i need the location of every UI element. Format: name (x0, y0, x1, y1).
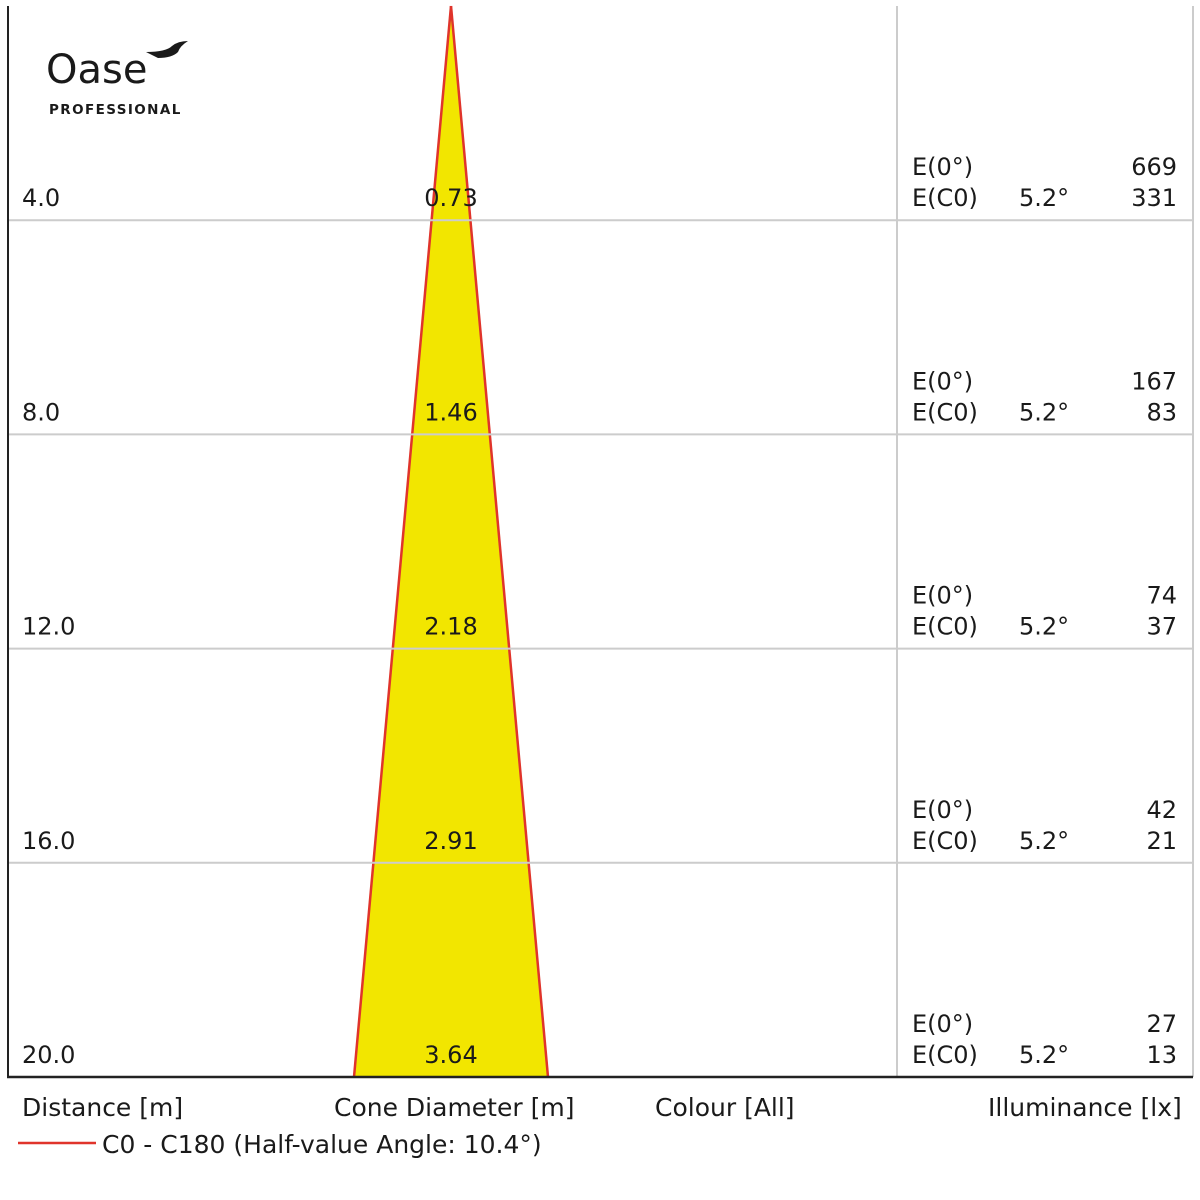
e0-label: E(0°) (912, 153, 973, 181)
e0-label: E(0°) (912, 1010, 973, 1038)
e0-label: E(0°) (912, 582, 973, 610)
ec0-value: 13 (1146, 1041, 1177, 1069)
cone-edge-right (449, 5, 550, 1078)
ec0-label: E(C0) (912, 827, 978, 855)
cone-edge-left (352, 5, 453, 1078)
cone-diameter-label: 2.91 (424, 827, 477, 855)
cone-diameter-label: 0.73 (424, 184, 477, 212)
ec0-label: E(C0) (912, 613, 978, 641)
distance-label: 12.0 (22, 613, 75, 641)
e0-label: E(0°) (912, 367, 973, 395)
distance-label: 20.0 (22, 1041, 75, 1069)
beam-cone (354, 6, 548, 1077)
col-distance-label: Distance [m] (22, 1093, 183, 1122)
ec0-angle: 5.2° (1019, 398, 1069, 426)
ec0-angle: 5.2° (1019, 1041, 1069, 1069)
ec0-angle: 5.2° (1019, 613, 1069, 641)
e0-value: 669 (1131, 153, 1177, 181)
logo-swoosh-icon (146, 41, 188, 58)
col-illuminance-label: Illuminance [lx] (988, 1093, 1182, 1122)
ec0-angle: 5.2° (1019, 827, 1069, 855)
e0-value: 74 (1146, 582, 1177, 610)
ec0-label: E(C0) (912, 184, 978, 212)
e0-value: 27 (1146, 1010, 1177, 1038)
ec0-value: 21 (1146, 827, 1177, 855)
ec0-value: 37 (1146, 613, 1177, 641)
legend-label: C0 - C180 (Half-value Angle: 10.4°) (102, 1130, 542, 1159)
ec0-label: E(C0) (912, 398, 978, 426)
oase-logo: Oase PROFESSIONAL (46, 41, 188, 118)
table-rows: 4.0 0.73 E(0°) 669 E(C0) 5.2° 331 8.0 1.46 E(0°) 1… (22, 153, 1177, 1069)
ec0-label: E(C0) (912, 1041, 978, 1069)
cone-diameter-label: 2.18 (424, 613, 477, 641)
distance-label: 8.0 (22, 398, 60, 426)
ec0-angle: 5.2° (1019, 184, 1069, 212)
e0-value: 167 (1131, 367, 1177, 395)
ec0-value: 83 (1146, 398, 1177, 426)
cone-diameter-label: 3.64 (424, 1041, 477, 1069)
grid (8, 6, 1194, 1077)
ec0-value: 331 (1131, 184, 1177, 212)
distance-label: 16.0 (22, 827, 75, 855)
col-cone-label: Cone Diameter [m] (334, 1093, 574, 1122)
e0-value: 42 (1146, 796, 1177, 824)
col-colour-label: Colour [All] (655, 1093, 795, 1122)
cone-diameter-label: 1.46 (424, 398, 477, 426)
brand-sub: PROFESSIONAL (49, 102, 182, 118)
e0-label: E(0°) (912, 796, 973, 824)
distance-label: 4.0 (22, 184, 60, 212)
brand-name: Oase (46, 47, 147, 93)
